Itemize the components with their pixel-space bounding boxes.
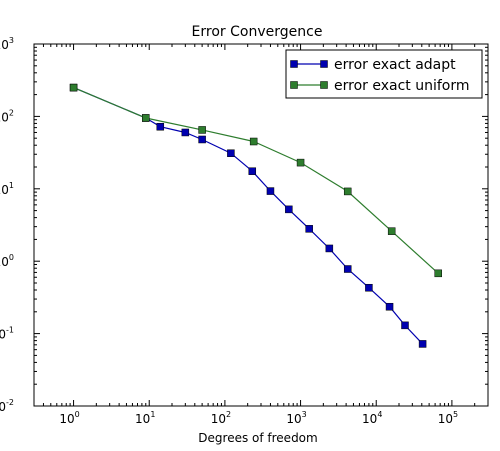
axis-ticks xyxy=(33,43,489,407)
x-tick-label: 105 xyxy=(438,410,458,426)
y-tick-label: 100 xyxy=(0,253,14,269)
data-point xyxy=(248,167,257,175)
x-tick-label: 100 xyxy=(59,410,79,426)
data-point xyxy=(266,187,275,195)
plot-frame xyxy=(33,43,489,407)
y-tick-label: 10-1 xyxy=(0,326,14,342)
data-point xyxy=(181,128,190,137)
tick-labels: 100 101 102 103 104 105 10-2 10-1 100 101 102 103 xyxy=(0,36,458,426)
legend-label: error exact adapt xyxy=(334,57,456,73)
series-line xyxy=(73,87,439,274)
data-point xyxy=(296,158,305,167)
legend-marker xyxy=(290,60,298,68)
legend-marker xyxy=(290,81,298,89)
x-tick-label: 104 xyxy=(362,410,382,426)
data-point xyxy=(325,244,334,253)
legend-label: error exact uniform xyxy=(334,78,470,94)
data-point xyxy=(418,340,427,348)
data-point xyxy=(385,302,394,311)
y-tick-label: 103 xyxy=(0,36,14,52)
chart-title: Error Convergence xyxy=(192,24,323,40)
legend-box xyxy=(285,49,483,99)
y-tick-label: 10-2 xyxy=(0,398,14,414)
series-2 xyxy=(69,83,442,278)
x-axis-label: Degrees of freedom xyxy=(198,431,317,445)
data-point xyxy=(434,269,442,278)
y-tick-label: 101 xyxy=(0,181,14,197)
data-point xyxy=(343,187,352,196)
x-tick-label: 102 xyxy=(211,410,231,426)
series-line xyxy=(73,87,424,345)
legend: error exact adapt error exact uniform xyxy=(285,49,483,99)
data-point xyxy=(401,321,409,330)
data-point xyxy=(142,114,150,122)
data-point xyxy=(69,83,78,92)
data-point xyxy=(343,265,352,273)
x-tick-label: 103 xyxy=(286,410,306,426)
y-tick-label: 102 xyxy=(0,108,14,124)
legend-entry: error exact uniform xyxy=(290,78,470,94)
legend-entry: error exact adapt xyxy=(290,57,456,73)
series-layer xyxy=(69,83,442,348)
data-point xyxy=(365,283,373,292)
data-point xyxy=(305,225,313,233)
data-point xyxy=(387,227,396,235)
x-tick-label: 101 xyxy=(135,410,155,426)
data-point xyxy=(198,126,206,134)
data-point xyxy=(285,205,293,214)
data-point xyxy=(198,135,206,144)
data-point xyxy=(227,149,235,157)
legend-marker xyxy=(320,81,328,89)
data-point xyxy=(249,137,258,146)
legend-marker xyxy=(320,60,328,68)
data-point xyxy=(156,122,165,131)
